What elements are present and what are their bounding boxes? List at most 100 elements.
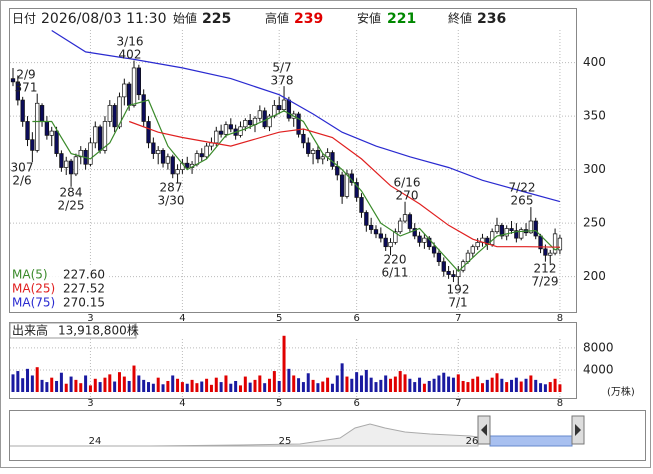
- candle-body: [127, 83, 132, 106]
- volume-bar: [355, 372, 359, 392]
- y-tick-label: 250: [583, 216, 606, 230]
- volume-bar: [108, 374, 112, 392]
- candle-body: [354, 182, 359, 198]
- volume-bar: [437, 375, 441, 392]
- volume-bar: [50, 377, 54, 392]
- candle-body: [88, 142, 93, 165]
- candle-body: [281, 99, 287, 111]
- price-panel: [9, 8, 577, 313]
- volume-bar: [292, 375, 296, 392]
- volume-bar: [98, 382, 102, 392]
- volume-bar: [480, 383, 484, 392]
- candle-body: [185, 162, 190, 168]
- volume-bar: [30, 375, 34, 392]
- candle-body: [131, 67, 137, 106]
- annotation-date: 6/11: [382, 266, 409, 280]
- y-tick-label: 200: [583, 269, 606, 283]
- candle-body: [528, 220, 534, 234]
- candle-body: [122, 83, 127, 98]
- candle-body: [30, 139, 35, 151]
- legend-name: MA(5): [12, 268, 48, 282]
- volume-bar: [413, 382, 417, 392]
- volume-bar: [558, 384, 562, 392]
- x-tick-label: 4: [179, 313, 185, 324]
- handle-arrow: [575, 424, 581, 436]
- candle-body: [494, 224, 500, 233]
- volume-bar: [161, 384, 165, 392]
- date-label: 日付: [12, 12, 36, 26]
- volume-bar: [248, 382, 252, 392]
- volume-bar: [151, 383, 155, 392]
- annotation-date: 2/6: [12, 174, 31, 188]
- candle-body: [262, 110, 267, 128]
- candle-body: [398, 220, 403, 233]
- volume-bar: [524, 378, 528, 392]
- navigator-range: [489, 435, 573, 447]
- candle-body: [325, 152, 330, 158]
- candle-body: [499, 224, 504, 237]
- candle-body: [451, 274, 456, 278]
- candle-body: [248, 120, 253, 126]
- candle-body: [170, 156, 175, 175]
- volume-bar: [40, 379, 44, 392]
- x-tick-label: 5: [276, 398, 282, 409]
- candle-body: [199, 153, 204, 158]
- candle-body: [107, 105, 112, 122]
- candle-body: [160, 150, 166, 164]
- low-value: 221: [387, 11, 416, 27]
- candle-body: [417, 235, 422, 243]
- legend-value: 227.52: [63, 282, 105, 296]
- volume-bar: [224, 375, 228, 392]
- open-label: 始値: [173, 11, 197, 26]
- volume-bar: [88, 385, 92, 392]
- candle-body: [15, 81, 20, 101]
- volume-bar: [301, 382, 305, 392]
- annotation-value: 287: [160, 181, 183, 195]
- navigator-label: 26: [466, 436, 479, 447]
- volume-bar: [176, 378, 180, 392]
- volume-bar: [398, 371, 402, 392]
- candle-body: [436, 252, 442, 263]
- volume-bar: [456, 374, 460, 392]
- candle-body: [54, 130, 59, 154]
- volume-bar: [548, 382, 552, 392]
- volume-bar: [59, 372, 63, 392]
- open-value: 225: [202, 11, 231, 27]
- annotation-date: 6/16: [394, 176, 421, 190]
- legend-value: 270.15: [63, 296, 105, 310]
- legend-name: MA(25): [12, 282, 55, 296]
- volume-header-box: [9, 322, 137, 339]
- candle-body: [286, 99, 292, 119]
- candle-body: [344, 173, 350, 197]
- x-tick-label: 6: [353, 313, 359, 324]
- volume-bar: [539, 383, 543, 392]
- volume-bar: [432, 378, 436, 392]
- volume-bar: [156, 377, 160, 392]
- candle-body: [44, 121, 50, 136]
- candle-body: [490, 231, 495, 245]
- volume-bar: [379, 379, 383, 392]
- candle-body: [509, 228, 514, 231]
- volume-bar: [306, 373, 310, 392]
- annotation-value: 371: [15, 81, 38, 95]
- candle-body: [446, 270, 451, 275]
- candle-body: [519, 229, 524, 239]
- x-tick-label: 8: [557, 313, 563, 324]
- x-tick-label: 4: [179, 398, 185, 409]
- candle-body: [112, 105, 117, 128]
- volume-bar: [514, 377, 518, 392]
- close-label: 終値: [448, 11, 472, 26]
- volume-bar: [543, 384, 547, 392]
- moving-average-line: [51, 29, 561, 203]
- candle-body: [310, 150, 316, 154]
- volume-bar: [229, 383, 233, 392]
- volume-bar: [79, 383, 83, 392]
- candle-body: [267, 115, 272, 128]
- candle-body: [194, 153, 200, 165]
- low-label: 安値: [357, 11, 381, 26]
- volume-bar: [253, 379, 257, 392]
- volume-bar: [326, 377, 330, 392]
- volume-bar: [69, 376, 73, 392]
- x-tick-label: 7: [455, 398, 461, 409]
- volume-bar: [180, 382, 184, 392]
